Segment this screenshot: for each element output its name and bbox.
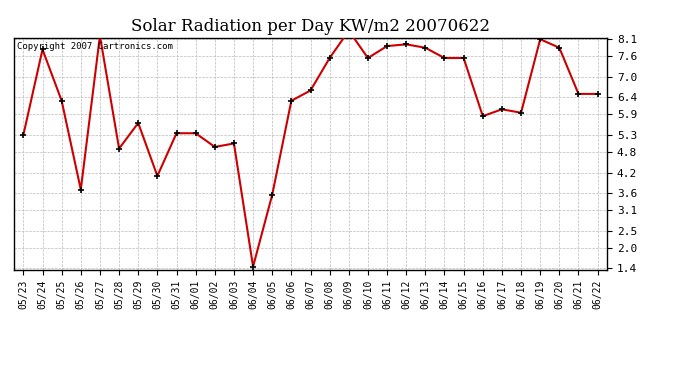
Text: Copyright 2007 Cartronics.com: Copyright 2007 Cartronics.com	[17, 42, 172, 51]
Title: Solar Radiation per Day KW/m2 20070622: Solar Radiation per Day KW/m2 20070622	[131, 18, 490, 34]
